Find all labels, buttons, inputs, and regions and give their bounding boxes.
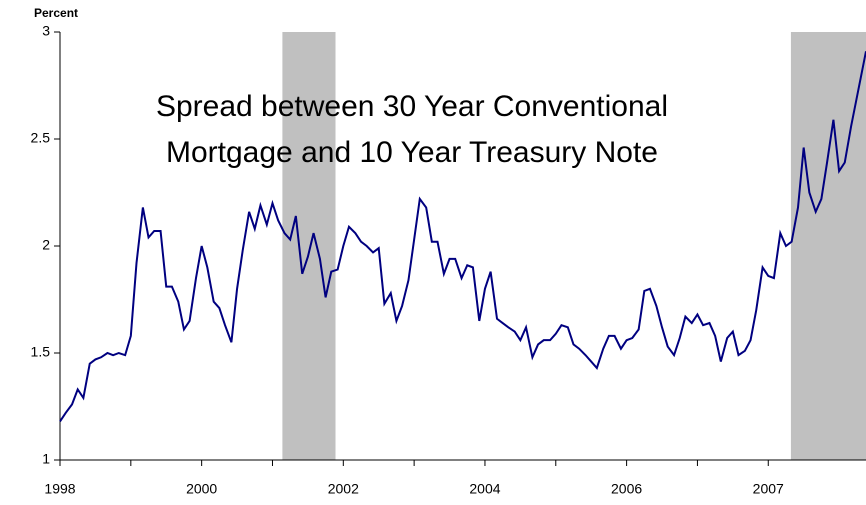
y-tick-label: 2.5 bbox=[31, 130, 51, 146]
x-tick-label: 2007 bbox=[753, 481, 784, 497]
recession-shade bbox=[282, 32, 336, 460]
x-tick-label: 2000 bbox=[186, 481, 217, 497]
x-tick-label: 2004 bbox=[469, 481, 500, 497]
chart-title: Spread between 30 Year Conventional bbox=[156, 90, 668, 123]
data-line bbox=[59, 51, 866, 423]
y-tick-label: 1 bbox=[42, 451, 50, 467]
x-tick-label: 2002 bbox=[328, 481, 359, 497]
y-tick-label: 3 bbox=[42, 23, 50, 39]
x-tick-label: 1998 bbox=[44, 481, 75, 497]
chart-title: Mortgage and 10 Year Treasury Note bbox=[166, 136, 658, 169]
y-axis-label: Percent bbox=[34, 6, 78, 20]
y-tick-label: 1.5 bbox=[31, 344, 51, 360]
y-tick-label: 2 bbox=[42, 237, 50, 253]
recession-shade bbox=[790, 32, 866, 460]
x-tick-label: 2006 bbox=[611, 481, 642, 497]
